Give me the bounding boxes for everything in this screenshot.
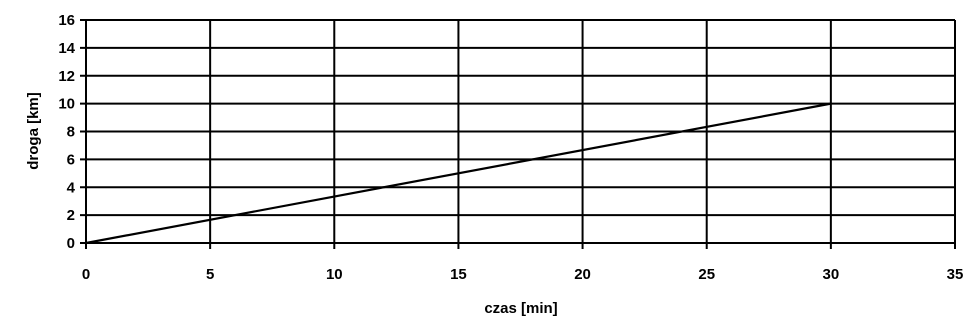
x-tick-label: 25 xyxy=(698,266,715,283)
series-lines xyxy=(85,102,832,245)
y-tick-label: 12 xyxy=(58,68,75,85)
y-tick-label: 4 xyxy=(67,179,76,196)
x-tick-label: 30 xyxy=(823,266,840,283)
y-tick-label: 14 xyxy=(58,40,75,57)
x-tick-label: 10 xyxy=(326,266,343,283)
tick-labels: 0 2 4 6 8 10 12 14 16 0 5 10 15 20 25 30 35 xyxy=(58,12,963,283)
x-tick-label: 5 xyxy=(206,266,214,283)
y-axis-title: droga [km] xyxy=(25,92,42,170)
x-tick-label: 15 xyxy=(450,266,467,283)
y-tick-label: 0 xyxy=(67,235,75,252)
y-tick-label: 10 xyxy=(58,96,75,113)
y-tick-label: 2 xyxy=(67,207,75,224)
x-tick-label: 20 xyxy=(574,266,591,283)
y-tick-label: 16 xyxy=(58,12,75,29)
series-line xyxy=(85,102,832,245)
x-tick-label: 0 xyxy=(82,266,90,283)
axes xyxy=(80,19,956,249)
grid-lines xyxy=(85,19,956,244)
x-axis-title: czas [min] xyxy=(484,300,557,317)
y-tick-label: 6 xyxy=(67,151,75,168)
x-tick-label: 35 xyxy=(947,266,964,283)
y-tick-label: 8 xyxy=(67,124,75,141)
